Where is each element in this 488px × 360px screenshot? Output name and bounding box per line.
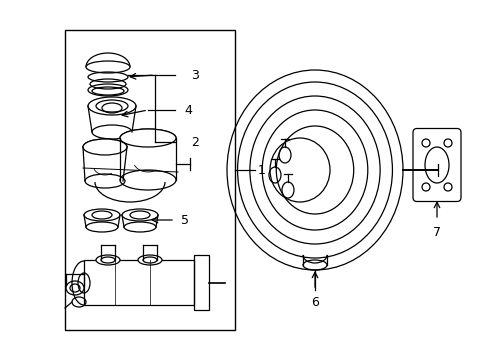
Ellipse shape	[120, 129, 176, 147]
Text: 3: 3	[191, 68, 199, 81]
Bar	[65, 30, 235, 330]
Text: 6: 6	[310, 296, 318, 309]
Text: 5: 5	[181, 213, 189, 226]
Text: 4: 4	[183, 104, 192, 117]
Ellipse shape	[96, 255, 120, 265]
Ellipse shape	[130, 211, 150, 219]
Text: 2: 2	[191, 135, 199, 149]
Ellipse shape	[92, 211, 112, 219]
Text: 1: 1	[258, 163, 265, 176]
Ellipse shape	[138, 255, 162, 265]
Text: 7: 7	[432, 225, 440, 239]
Ellipse shape	[83, 139, 127, 155]
Ellipse shape	[88, 97, 136, 115]
Bar	[194, 255, 208, 310]
Ellipse shape	[86, 61, 130, 73]
Bar	[84, 260, 194, 305]
